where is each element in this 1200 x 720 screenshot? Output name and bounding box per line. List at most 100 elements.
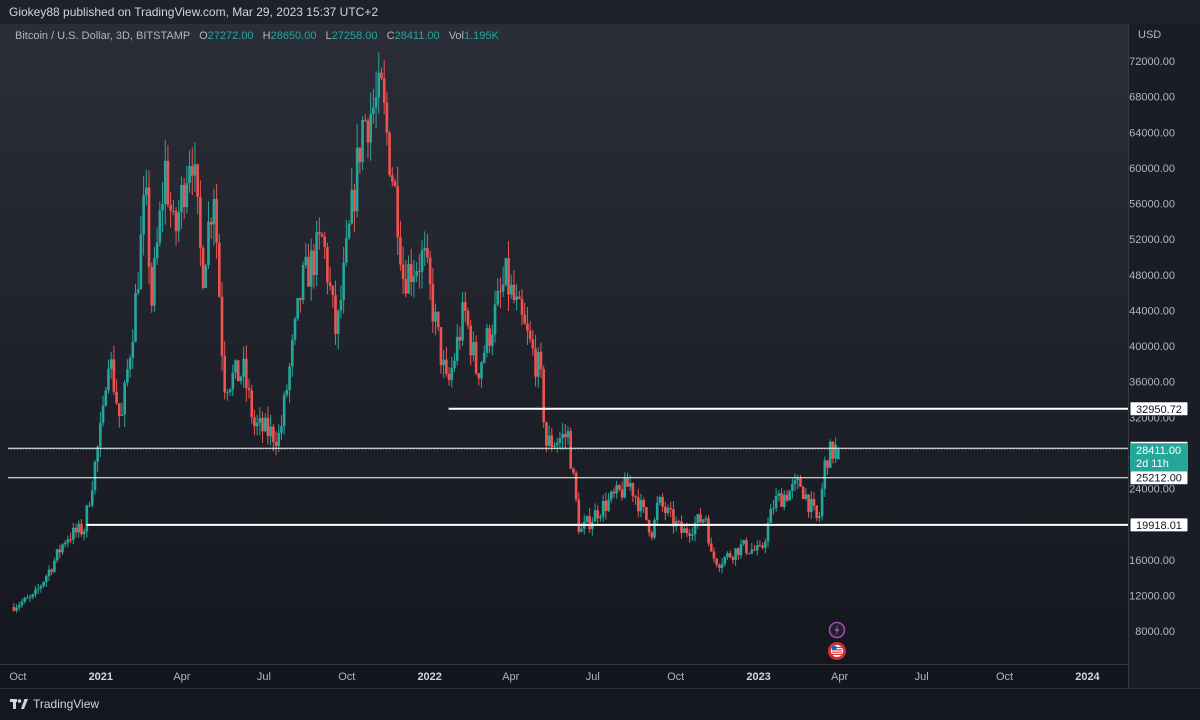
candle[interactable] bbox=[328, 267, 332, 291]
chart-area[interactable]: USD8000.0012000.0016000.0020000.0024000.… bbox=[0, 24, 1200, 688]
candle[interactable] bbox=[47, 565, 51, 582]
candle[interactable] bbox=[418, 254, 421, 289]
candle[interactable] bbox=[482, 345, 486, 364]
candle[interactable] bbox=[731, 555, 735, 564]
candle[interactable] bbox=[793, 473, 797, 492]
candle[interactable] bbox=[739, 539, 743, 559]
candle[interactable] bbox=[150, 262, 154, 313]
candle[interactable] bbox=[799, 474, 802, 488]
candle[interactable] bbox=[193, 142, 197, 192]
candle[interactable] bbox=[258, 407, 262, 436]
candle[interactable] bbox=[372, 88, 375, 125]
candle[interactable] bbox=[42, 581, 45, 588]
candle[interactable] bbox=[769, 504, 773, 524]
candle[interactable] bbox=[169, 192, 172, 228]
candle[interactable] bbox=[639, 493, 643, 518]
candle[interactable] bbox=[177, 199, 181, 243]
candle[interactable] bbox=[782, 490, 786, 511]
candle[interactable] bbox=[618, 484, 621, 492]
candle[interactable] bbox=[774, 488, 778, 512]
candle[interactable] bbox=[445, 347, 448, 377]
candle[interactable] bbox=[715, 557, 718, 568]
candle[interactable] bbox=[785, 490, 789, 503]
candle[interactable] bbox=[434, 303, 437, 336]
candle[interactable] bbox=[261, 411, 264, 443]
candle[interactable] bbox=[20, 598, 24, 608]
candle[interactable] bbox=[407, 255, 410, 295]
candle[interactable] bbox=[723, 556, 727, 567]
candle[interactable] bbox=[777, 489, 781, 501]
candle[interactable] bbox=[326, 242, 329, 295]
candle[interactable] bbox=[28, 594, 32, 603]
candle[interactable] bbox=[547, 425, 551, 447]
candle[interactable] bbox=[226, 389, 229, 401]
candle[interactable] bbox=[620, 481, 624, 501]
candle[interactable] bbox=[393, 178, 397, 188]
candle[interactable] bbox=[396, 166, 400, 256]
candle[interactable] bbox=[647, 519, 651, 537]
candle[interactable] bbox=[180, 176, 183, 229]
candle[interactable] bbox=[217, 234, 221, 298]
candle[interactable] bbox=[96, 445, 99, 472]
candle[interactable] bbox=[101, 395, 105, 427]
candle[interactable] bbox=[585, 515, 589, 524]
candle[interactable] bbox=[745, 537, 748, 556]
candle[interactable] bbox=[369, 92, 372, 161]
candle[interactable] bbox=[318, 217, 321, 250]
candle[interactable] bbox=[199, 180, 202, 267]
candle[interactable] bbox=[147, 170, 151, 285]
candle[interactable] bbox=[350, 167, 354, 225]
candle[interactable] bbox=[531, 329, 535, 356]
candle[interactable] bbox=[420, 240, 424, 289]
candle[interactable] bbox=[415, 262, 418, 283]
candle[interactable] bbox=[190, 147, 194, 196]
candle[interactable] bbox=[655, 496, 659, 526]
candle[interactable] bbox=[712, 547, 716, 563]
candle[interactable] bbox=[228, 388, 232, 396]
candle[interactable] bbox=[426, 233, 429, 264]
candle[interactable] bbox=[536, 347, 540, 388]
tradingview-brand[interactable]: TradingView bbox=[10, 697, 99, 711]
candle[interactable] bbox=[358, 147, 362, 174]
candle[interactable] bbox=[245, 345, 248, 402]
candle[interactable] bbox=[361, 116, 364, 171]
candle[interactable] bbox=[572, 467, 575, 476]
candle[interactable] bbox=[693, 515, 697, 542]
candle[interactable] bbox=[596, 504, 600, 525]
candle[interactable] bbox=[823, 456, 827, 497]
candle[interactable] bbox=[750, 542, 754, 555]
candle[interactable] bbox=[753, 545, 756, 552]
candle[interactable] bbox=[607, 492, 610, 513]
candle[interactable] bbox=[331, 285, 335, 308]
candle[interactable] bbox=[234, 359, 237, 379]
candle[interactable] bbox=[334, 280, 337, 345]
candle[interactable] bbox=[623, 472, 627, 499]
candle[interactable] bbox=[212, 188, 216, 246]
candle[interactable] bbox=[315, 220, 318, 287]
candle[interactable] bbox=[764, 538, 767, 554]
candle[interactable] bbox=[353, 183, 356, 233]
candle[interactable] bbox=[274, 431, 278, 456]
candle[interactable] bbox=[742, 539, 746, 546]
candle[interactable] bbox=[834, 437, 837, 464]
candle[interactable] bbox=[761, 542, 764, 550]
candle[interactable] bbox=[117, 403, 121, 428]
candle[interactable] bbox=[50, 568, 54, 576]
candle[interactable] bbox=[128, 354, 132, 378]
candle[interactable] bbox=[115, 379, 118, 405]
candle[interactable] bbox=[472, 331, 475, 362]
candle[interactable] bbox=[436, 311, 440, 332]
candle[interactable] bbox=[17, 601, 21, 611]
candle[interactable] bbox=[336, 308, 340, 350]
candle[interactable] bbox=[269, 414, 272, 446]
candle[interactable] bbox=[339, 285, 343, 319]
candle[interactable] bbox=[136, 271, 140, 296]
candle[interactable] bbox=[409, 249, 413, 297]
candle[interactable] bbox=[701, 518, 705, 525]
candle[interactable] bbox=[253, 409, 256, 436]
candle[interactable] bbox=[385, 92, 389, 146]
candle[interactable] bbox=[123, 379, 126, 428]
candle[interactable] bbox=[288, 362, 291, 403]
candle[interactable] bbox=[653, 517, 656, 540]
candle[interactable] bbox=[104, 387, 108, 407]
